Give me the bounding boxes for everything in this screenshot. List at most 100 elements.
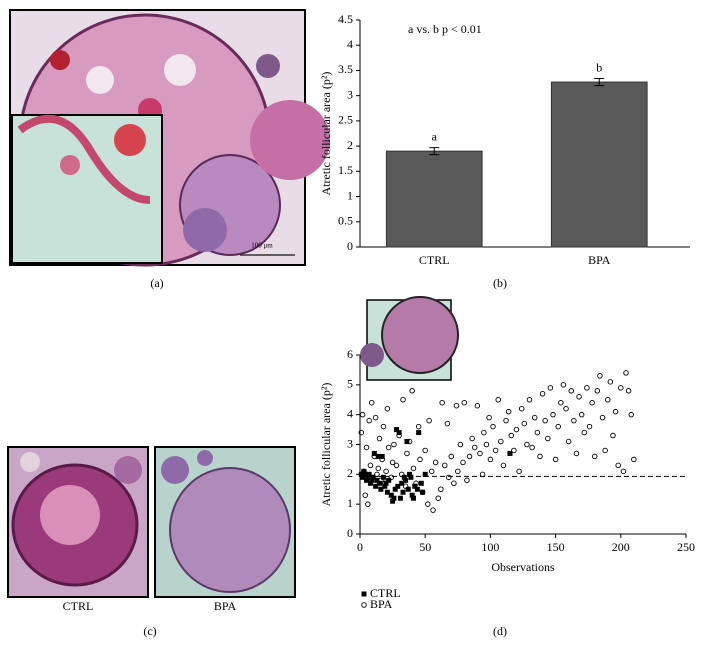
bpa-point [362,492,368,498]
bpa-point [539,391,546,397]
bpa-point [498,438,504,445]
ctrl-point [408,474,414,480]
bpa-point [552,456,559,463]
ctrl-point [391,495,397,501]
y-axis-label: Atretic follicular area (p²) [319,72,333,196]
y-tick-label: 0 [347,239,353,253]
bpa-point [430,507,436,513]
y-axis-label: Atretic follicular area (p²) [319,383,333,507]
bpa-point [584,385,590,391]
bpa-point [503,417,509,424]
ctrl-point [401,474,407,480]
ctrl-point [407,471,413,477]
bpa-point [516,468,522,475]
ctrl-point [397,495,403,501]
ctrl-point [361,468,367,474]
bpa-point [631,456,637,463]
ctrl-point [388,492,394,498]
ctrl-point [420,489,426,495]
bpa-point [415,423,422,430]
scale-label: 100 μm [251,242,273,250]
bpa-point [363,444,370,451]
bpa-point [615,462,621,469]
bpa-point [402,483,409,490]
bpa-point [422,447,428,454]
bpa-point [385,444,392,451]
bpa-point [511,447,517,454]
ctrl-point [412,483,418,489]
bpa-point [374,471,380,478]
bpa-point [453,402,460,409]
bpa-point [531,414,538,421]
bpa-point [409,388,415,394]
x-tick-label: 100 [481,540,499,554]
bpa-point [358,429,365,436]
y-tick-label: 1 [347,188,353,202]
ctrl-point [373,483,379,489]
bpa-point [460,459,466,466]
bpa-point [589,399,595,406]
ctrl-point [404,439,410,445]
ctrl-point [380,474,386,480]
ctrl-point [390,498,396,504]
ctrl-point [410,495,416,501]
bpa-point [610,432,616,439]
bpa-point [628,411,634,418]
x-tick-label: 250 [677,540,695,554]
bpa-point [508,432,515,439]
bpa-point [500,462,507,469]
y-tick-label: 3 [347,87,353,101]
micrograph-c-ctrl [7,446,149,598]
ctrl-point [409,492,415,498]
ctrl-point [395,483,401,489]
x-axis-label: Observations [491,560,555,574]
legend-label: BPA [370,597,393,611]
bpa-point [445,474,452,481]
bpa-point [472,444,478,451]
x-tick-label: 200 [612,540,630,554]
panel-label: (b) [493,276,507,290]
bpa-point [457,441,464,448]
bpa-point [487,456,494,463]
bpa-point [479,471,486,478]
y-tick-label: 2.5 [338,113,353,127]
ctrl-point [507,450,513,456]
bpa-point [534,429,541,436]
bpa-point [391,441,397,448]
x-tick-label: 150 [547,540,565,554]
bpa-point [466,453,473,460]
y-tick-label: 2 [347,138,353,152]
bpa-point [602,447,608,454]
bpa-point [568,388,574,394]
bpa-point [529,444,535,451]
bpa-point [495,397,501,403]
bpa-point [578,411,585,418]
ctrl-point [377,480,383,486]
bpa-point [518,405,525,412]
bpa-point [469,435,475,442]
bpa-point [625,388,632,394]
bar [550,81,648,248]
bpa-point [376,435,383,442]
bpa-point [524,441,530,448]
ctrl-point [384,489,390,495]
panel-label: (a) [150,276,163,290]
bpa-point [586,423,593,430]
bpa-point [367,462,374,469]
ctrl-point [379,453,385,459]
ctrl-point [392,486,398,492]
ctrl-point [414,486,420,492]
x-tick-label: 0 [357,540,363,554]
ctrl-point [370,474,376,480]
ctrl-point [422,471,428,477]
group-letter: b [596,60,602,74]
bpa-point [451,480,457,487]
bpa-point [455,468,461,475]
bpa-point [571,417,577,424]
panel-label: (d) [493,624,507,638]
y-tick-label: 3 [347,436,353,450]
bpa-point [486,414,492,421]
bpa-point [599,414,606,421]
ctrl-point [400,489,406,495]
